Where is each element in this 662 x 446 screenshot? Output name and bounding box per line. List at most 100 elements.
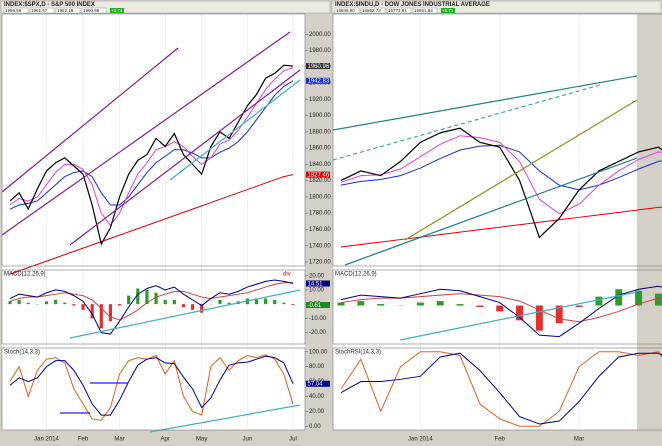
trend-line (404, 99, 638, 241)
value-badge-label: 1942.83 (308, 79, 330, 85)
y-tick-label: -10.00 (309, 316, 327, 322)
x-tick-label: Feb (495, 437, 506, 443)
histogram-bar (227, 302, 231, 305)
histogram-bar (291, 304, 295, 306)
histogram-bar (81, 304, 85, 310)
x-tick-label: Feb (78, 437, 89, 443)
histogram-bar (54, 299, 58, 305)
histogram-bar (635, 290, 643, 306)
ohlc-value: 16851.84 (414, 8, 433, 13)
series-line (9, 354, 294, 421)
change-box (441, 8, 455, 13)
histogram-bar (99, 304, 103, 329)
histogram-bar (654, 293, 662, 306)
histogram-bar (154, 292, 158, 305)
y-tick-label: 1820.00 (309, 178, 331, 184)
panel-title: INDEX:$SPX,D - S&P 500 INDEX (4, 2, 95, 8)
ohlc-box (55, 7, 81, 14)
trend-line (344, 157, 638, 266)
ohlc-value: 1961.47 (31, 8, 48, 13)
change-box (110, 8, 124, 13)
y-tick-label: 1900.00 (309, 113, 331, 119)
y-tick-label: 80.00 (309, 364, 325, 370)
value-badge (306, 302, 330, 309)
ohlc-box (81, 7, 107, 14)
series-line (9, 282, 294, 321)
channel-line (1, 31, 291, 236)
y-tick-label: 0.00 (309, 424, 321, 430)
left-plot-area (2, 14, 305, 430)
value-badge-label: 1960.96 (308, 64, 330, 70)
y-tick-label: -20.00 (309, 330, 327, 336)
ohlc-box (360, 7, 386, 14)
pane-label: Stoch(14,3,3) (4, 350, 40, 356)
histogram-bar (456, 304, 464, 306)
x-tick-label: Jan 2014 (34, 437, 59, 443)
histogram-bar (595, 296, 603, 306)
right-plot-area (333, 14, 637, 430)
histogram-bar (264, 298, 268, 305)
histogram-bar (282, 302, 286, 305)
pane-border (332, 13, 662, 267)
x-tick-label: Mar (114, 437, 124, 443)
histogram-bar (44, 301, 49, 305)
y-tick-label: 1720.00 (309, 260, 331, 266)
histogram-bar (136, 288, 140, 305)
trend-line (332, 84, 601, 161)
series-line (340, 144, 662, 191)
histogram-bar (436, 301, 444, 306)
histogram-bar (357, 301, 365, 306)
ohlc-value: 1956.56 (5, 8, 22, 13)
y-tick-label: 1800.00 (309, 194, 331, 200)
x-tick-label: May (196, 437, 207, 443)
histogram-bar (615, 289, 623, 306)
ohlc-value: 1952.18 (57, 8, 74, 13)
panel-title: INDEX:$INDU,D - DOW JONES INDUSTRIAL AVE… (335, 2, 490, 8)
channel-line (69, 69, 301, 246)
histogram-bar (377, 304, 385, 306)
histogram-bar (181, 304, 186, 307)
histogram-bar (476, 305, 484, 307)
histogram-bar (273, 299, 277, 305)
histogram-bar (337, 302, 345, 306)
ohlc-box (334, 7, 360, 14)
value-badge-label: -0.61 (308, 303, 322, 309)
change-value: +3.74 (111, 8, 123, 13)
histogram-bar (416, 302, 424, 306)
value-badge (306, 63, 330, 70)
histogram-bar (575, 305, 583, 307)
trend-line (399, 291, 638, 341)
value-badge (306, 171, 330, 178)
series-line (340, 206, 662, 248)
y-tick-label: 10.00 (309, 288, 325, 294)
value-badge (306, 77, 330, 84)
histogram-bar (254, 298, 259, 305)
histogram-bar (200, 304, 204, 313)
series-line (340, 285, 662, 338)
value-badge-label: 57.04 (308, 382, 324, 388)
trend-line (332, 75, 638, 131)
x-tick-label: Jan 2014 (408, 437, 433, 443)
series-line (340, 352, 662, 425)
y-tick-label: 40.00 (309, 394, 325, 400)
channel-line (1, 47, 179, 193)
change-value: +5.71 (442, 8, 454, 13)
series-line (9, 279, 294, 335)
trendlines (1, 31, 638, 433)
pane-border (1, 13, 306, 267)
value-badge-label: 1827.46 (308, 172, 330, 178)
histogram-bar (108, 304, 113, 322)
histogram-bar (190, 304, 195, 310)
y-tick-label: 2000.00 (309, 32, 331, 38)
y-tick-label: 1920.00 (309, 97, 331, 103)
y-tick-label: 20.00 (309, 409, 325, 415)
histogram-bar (63, 302, 67, 305)
histogram-bar (535, 305, 543, 331)
ohlc-box (29, 7, 55, 14)
ohlc-value: 16862.73 (362, 8, 381, 13)
ohlc-value: 16773.84 (388, 8, 407, 13)
histogram-bar (117, 304, 122, 306)
series-line (9, 355, 294, 416)
x-tick-label: Jun (243, 437, 253, 443)
y-tick-label: 1860.00 (309, 146, 331, 152)
